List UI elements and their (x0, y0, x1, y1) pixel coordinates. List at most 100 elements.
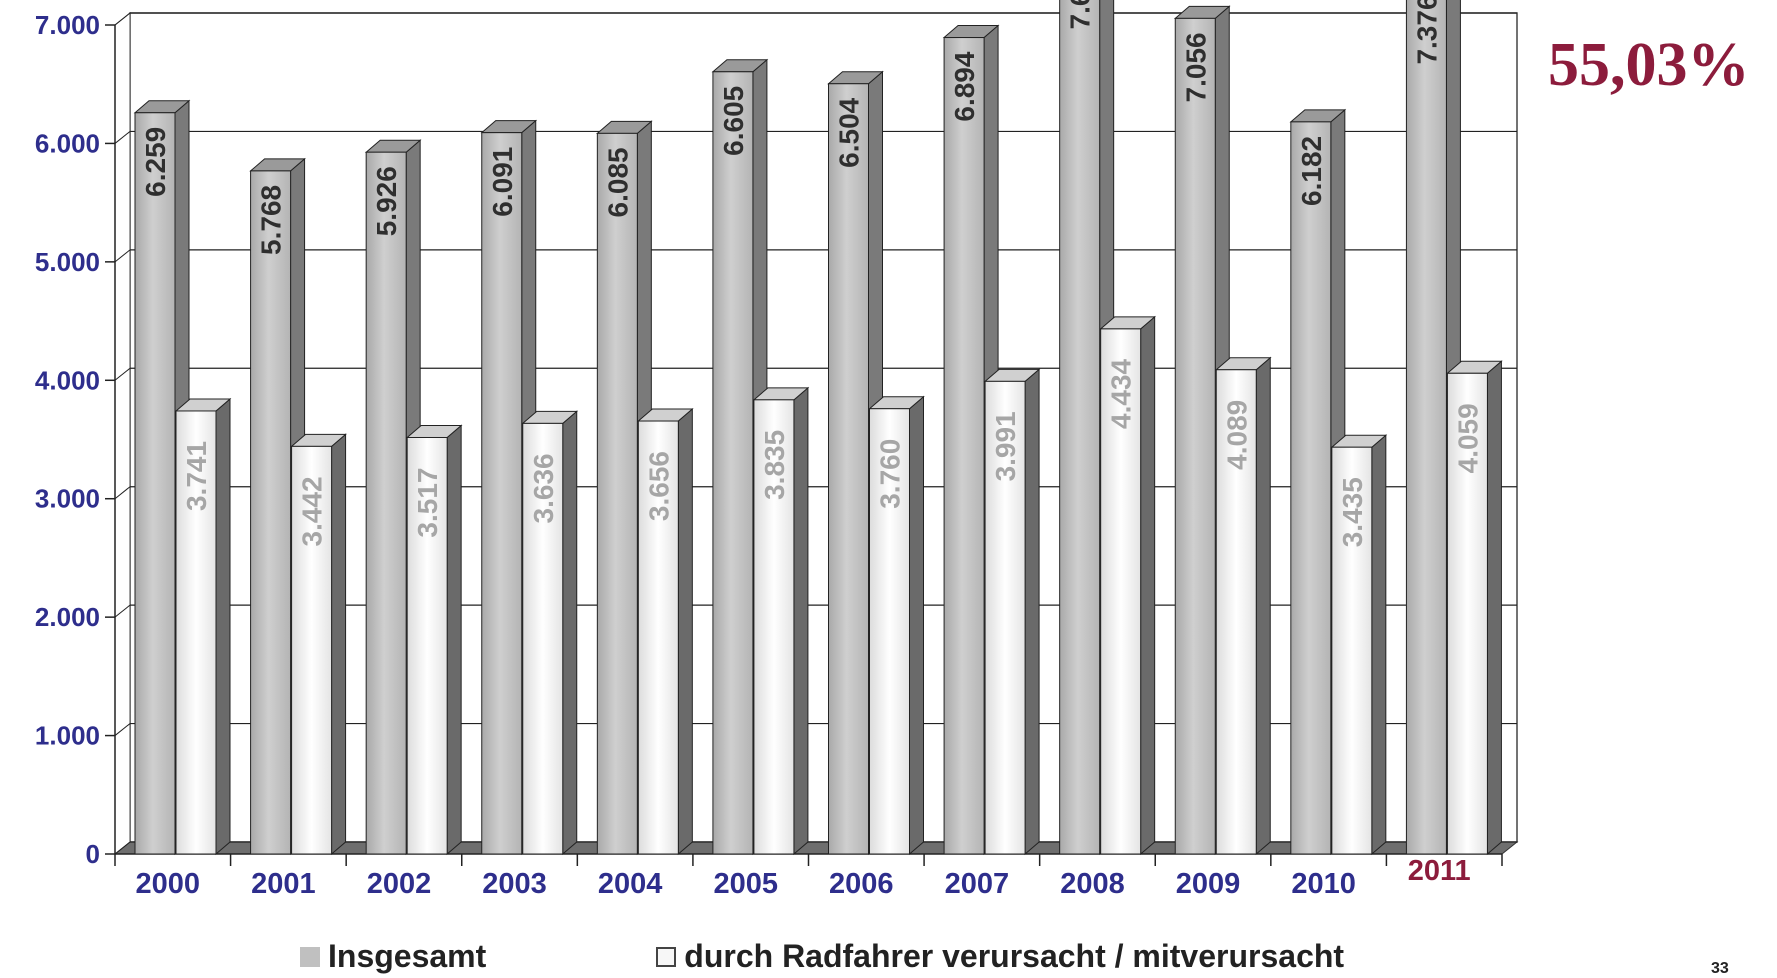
x-tick-label: 2010 (1291, 868, 1356, 900)
legend-item-total: Insgesamt (300, 938, 486, 975)
gridline-side (114, 723, 131, 736)
bar-cyclist-side (793, 386, 809, 856)
bar-cyclist (869, 408, 910, 855)
bar-cyclist (1331, 446, 1373, 855)
data-label-total: 6.894 (949, 51, 980, 121)
data-label-total: 5.768 (256, 185, 287, 255)
bar-cyclist (1446, 372, 1488, 855)
legend-swatch-cyclist (656, 946, 677, 967)
x-tick-label: 2001 (251, 868, 316, 900)
bar-cyclist (175, 410, 217, 855)
x-tick-label: 2002 (367, 868, 432, 900)
x-tick-label: 2000 (136, 868, 201, 900)
bar-total (481, 132, 523, 855)
bar-cyclist (1100, 328, 1142, 855)
bar-total (828, 83, 869, 855)
x-tick-label: 2005 (713, 868, 778, 900)
data-label-total: 6.259 (140, 127, 171, 197)
gridline-side (114, 367, 131, 381)
axes: 0 1.000 2.000 3.000 4.000 5.000 6.000 7.000 2000… (35, 10, 1503, 900)
data-labels: 6.259 3.741 5.768 3.442 5.926 3.517 6.091 3.636… (140, 0, 1483, 547)
bar-total (596, 132, 638, 855)
data-label-total: 6.182 (1296, 136, 1327, 206)
data-label-cyclist: 3.442 (297, 476, 328, 546)
data-label-cyclist: 3.656 (643, 451, 674, 521)
bar-cyclist-side (1140, 315, 1156, 856)
bar-cyclist-side (562, 410, 578, 856)
bar-total (1174, 17, 1216, 855)
y-tick-label: 1.000 (35, 721, 100, 751)
data-label-total: 7.672 (1065, 0, 1096, 29)
x-tick-label: 2009 (1176, 868, 1241, 900)
legend: Insgesamt durch Radfahrer verursacht / m… (300, 938, 1514, 975)
y-tick-label: 2.000 (35, 602, 100, 632)
x-tick-label: 2006 (829, 868, 894, 900)
legend-item-cyclist: durch Radfahrer verursacht / mitverursac… (656, 938, 1344, 975)
bar-cyclist (637, 420, 679, 855)
y-tick-label: 0 (86, 839, 100, 869)
bar-cyclist (1215, 369, 1257, 855)
data-label-cyclist: 3.517 (412, 467, 443, 537)
side-wall (114, 11, 131, 856)
bar-cyclist-side (446, 424, 462, 856)
gridline-side (114, 249, 131, 263)
y-tick-label: 4.000 (35, 365, 100, 395)
legend-label-cyclist: durch Radfahrer verursacht / mitverursac… (684, 938, 1345, 974)
bar-cyclist-side (331, 433, 347, 856)
x-tick-label: 2007 (945, 868, 1010, 900)
bar-cyclist-side (909, 395, 924, 856)
bar-cyclist (753, 399, 795, 855)
gridline-side (114, 486, 131, 500)
bar-cyclist (984, 380, 1026, 855)
x-tick-label: 2011 (1408, 855, 1471, 887)
bar-cyclist-side (677, 407, 693, 856)
bar-total (250, 170, 292, 855)
gridline-side (114, 131, 131, 144)
back-wall (129, 12, 1518, 843)
x-tick-label: 2008 (1060, 868, 1125, 900)
y-tick-label: 6.000 (35, 128, 100, 158)
y-tick-label: 5.000 (35, 247, 100, 277)
data-label-total: 7.376 (1411, 0, 1442, 65)
bar-total (943, 37, 985, 855)
y-tick-label: 7.000 (35, 10, 100, 40)
bar-cyclist (522, 422, 564, 855)
bar-total (365, 151, 407, 855)
data-label-cyclist: 3.991 (990, 411, 1021, 481)
data-label-cyclist: 3.636 (528, 453, 559, 523)
data-label-cyclist: 3.760 (875, 439, 906, 509)
data-label-cyclist: 3.741 (181, 441, 212, 511)
data-label-total: 6.504 (834, 97, 865, 167)
gridline-side (114, 841, 131, 855)
data-label-cyclist: 3.835 (759, 430, 790, 500)
bar-cyclist-side (1486, 360, 1502, 856)
bar-cyclist (406, 436, 448, 855)
y-tick-label: 3.000 (35, 484, 100, 514)
bar-cyclist-side (1255, 356, 1271, 856)
bar-total (1059, 0, 1101, 855)
bar-total (1290, 121, 1332, 855)
data-label-cyclist: 4.059 (1452, 403, 1483, 473)
data-label-total: 6.085 (602, 147, 633, 217)
bar-total (134, 112, 176, 855)
bars (133, 0, 1503, 856)
x-tick-label: 2004 (598, 868, 663, 900)
data-label-cyclist: 4.089 (1221, 400, 1252, 470)
page-number: 33 (1711, 960, 1729, 977)
data-label-cyclist: 3.435 (1337, 477, 1368, 547)
bar-total (1405, 0, 1447, 855)
data-label-total: 5.926 (371, 166, 402, 236)
bar-cyclist (291, 445, 333, 855)
percentage-annotation: 55,03% (1548, 31, 1750, 99)
x-tick-label: 2003 (482, 868, 547, 900)
legend-label-total: Insgesamt (328, 938, 487, 974)
gridline-side (114, 604, 131, 618)
data-label-cyclist: 4.434 (1106, 358, 1137, 428)
bar-cyclist-side (1371, 434, 1387, 856)
data-label-total: 6.091 (487, 147, 518, 217)
gridlines (114, 12, 1517, 855)
legend-swatch-total (300, 946, 320, 967)
bar-total (712, 71, 754, 855)
gridline-side (114, 12, 131, 26)
